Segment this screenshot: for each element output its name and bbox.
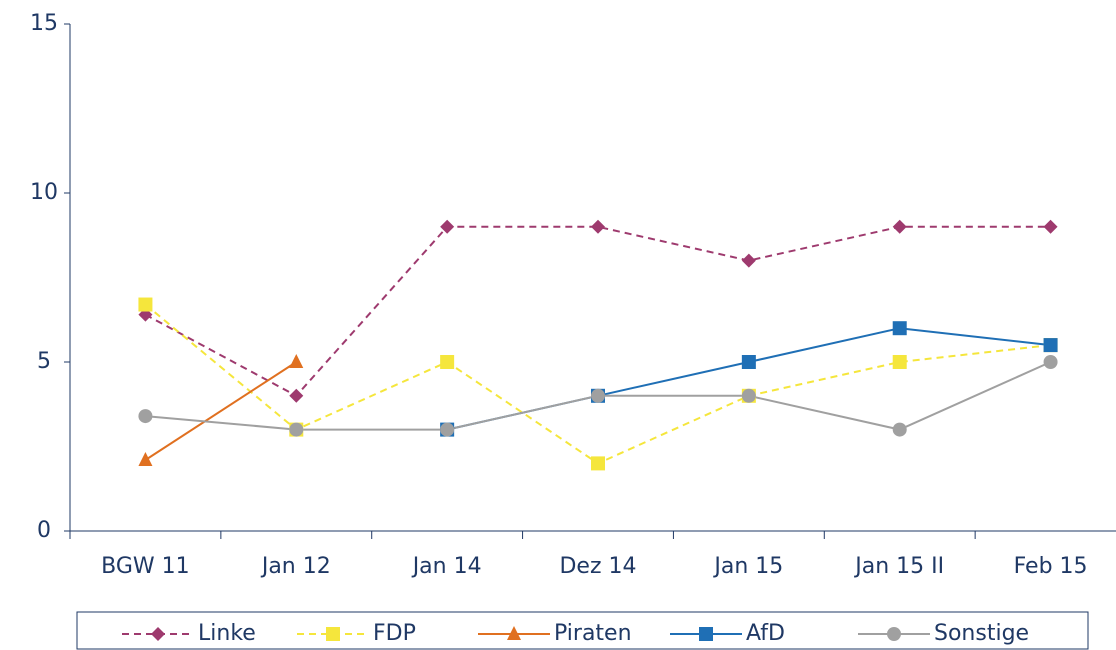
legend-label: Sonstige <box>934 621 1029 646</box>
marker <box>326 627 340 641</box>
series-line <box>446 327 1051 431</box>
legend: Linke FDP Piraten AfD Sonstige <box>76 611 1089 650</box>
marker <box>138 452 153 467</box>
marker <box>741 388 756 403</box>
legend-box <box>76 611 1089 650</box>
marker <box>507 626 521 640</box>
marker <box>289 388 304 403</box>
marker <box>892 422 907 437</box>
legend-label: FDP <box>373 621 416 646</box>
legend-label: AfD <box>746 621 785 646</box>
series-line <box>144 361 297 461</box>
series-line <box>144 303 1051 465</box>
y-tick-label: 5 <box>37 349 51 374</box>
marker <box>591 388 605 403</box>
marker <box>591 219 605 234</box>
marker <box>151 627 165 641</box>
marker <box>887 627 901 641</box>
marker <box>699 627 713 641</box>
marker <box>289 354 304 368</box>
marker <box>741 253 756 268</box>
x-tick-label: Jan 15 <box>712 554 783 579</box>
legend-label: Linke <box>198 621 256 646</box>
x-tick-label: Jan 15 II <box>853 554 944 579</box>
marker <box>138 297 153 312</box>
x-tick-label: BGW 11 <box>101 554 190 579</box>
marker <box>138 409 153 424</box>
marker <box>440 422 455 437</box>
marker <box>440 355 455 369</box>
marker <box>1043 355 1058 369</box>
x-tick-label: Jan 14 <box>411 554 482 579</box>
marker <box>741 355 756 369</box>
legend-label: Piraten <box>554 621 632 646</box>
y-tick-label: 15 <box>30 11 58 36</box>
y-tick-label: 10 <box>30 180 58 205</box>
y-tick-label: 0 <box>37 518 51 543</box>
marker <box>892 219 907 234</box>
marker <box>289 422 304 437</box>
marker <box>591 456 605 471</box>
marker <box>892 355 907 369</box>
marker <box>1043 219 1058 234</box>
marker <box>1043 338 1058 353</box>
x-tick-label: Dez 14 <box>559 554 636 579</box>
x-tick-label: Feb 15 <box>1014 554 1088 579</box>
series-line <box>144 225 1051 398</box>
x-tick-label: Jan 12 <box>260 554 331 579</box>
marker <box>440 219 455 234</box>
marker <box>892 321 907 336</box>
